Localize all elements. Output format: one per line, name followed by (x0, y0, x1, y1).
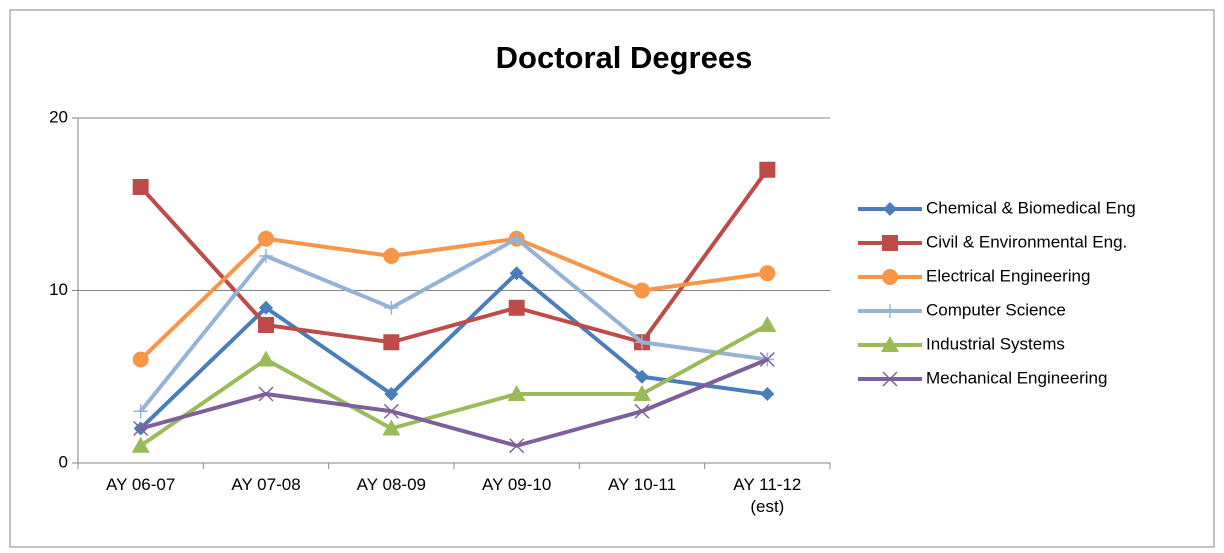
data-point (507, 385, 526, 401)
data-point (758, 316, 777, 332)
legend-marker (882, 371, 898, 387)
data-point (383, 403, 399, 419)
data-point (132, 179, 149, 195)
data-point (635, 335, 649, 350)
data-point (131, 436, 150, 453)
y-tick-label: 0 (59, 452, 68, 471)
x-tick-label: AY 08-09 (356, 475, 426, 494)
series-line (139, 271, 768, 430)
legend-label: Chemical & Biomedical Eng (926, 198, 1136, 217)
x-tick-label: AY 11-12 (est) (733, 475, 802, 516)
legend-label: Industrial Systems (926, 334, 1065, 353)
data-point (634, 282, 650, 299)
data-point (382, 419, 401, 436)
series-line (140, 357, 769, 448)
data-point (383, 334, 400, 351)
data-point (384, 300, 399, 315)
legend-label: Mechanical Engineering (926, 368, 1107, 387)
y-tick-label: 10 (49, 280, 68, 299)
data-point (133, 420, 149, 437)
x-tick-label: AY 09-10 (482, 475, 552, 494)
legend-label: Civil & Environmental Eng. (926, 232, 1127, 251)
x-tick-label: AY 07-08 (231, 475, 301, 494)
data-point (509, 231, 524, 246)
legend-marker (883, 304, 897, 318)
data-point (509, 266, 524, 281)
series-line (139, 236, 768, 361)
data-point (508, 299, 525, 316)
data-point (133, 404, 148, 419)
data-point (633, 385, 651, 401)
data-point (760, 387, 775, 401)
data-point (509, 438, 525, 454)
data-point (259, 300, 273, 315)
data-point (258, 386, 274, 402)
legend-label: Electrical Engineering (926, 266, 1090, 285)
data-point (634, 403, 650, 419)
data-point (257, 350, 275, 367)
series-line (139, 236, 768, 413)
y-tick-label: 20 (49, 107, 68, 126)
data-point (635, 369, 649, 384)
series-line (139, 323, 769, 448)
chart-title: Doctoral Degrees (496, 40, 753, 75)
legend-marker (882, 235, 898, 251)
data-point (258, 317, 274, 333)
data-point (759, 265, 776, 282)
legend-marker (882, 269, 898, 285)
legend-label: Computer Science (926, 300, 1066, 319)
data-point (383, 248, 400, 264)
data-point (759, 351, 775, 368)
series-line (139, 168, 769, 345)
legend-marker (881, 336, 899, 352)
data-point (259, 249, 273, 263)
x-tick-label: AY 06-07 (106, 475, 176, 494)
data-point (384, 387, 399, 401)
data-point (258, 230, 274, 247)
x-tick-label: AY 10-11 (607, 475, 677, 494)
legend-marker (883, 202, 897, 216)
data-point (759, 161, 776, 178)
data-point (132, 351, 149, 368)
